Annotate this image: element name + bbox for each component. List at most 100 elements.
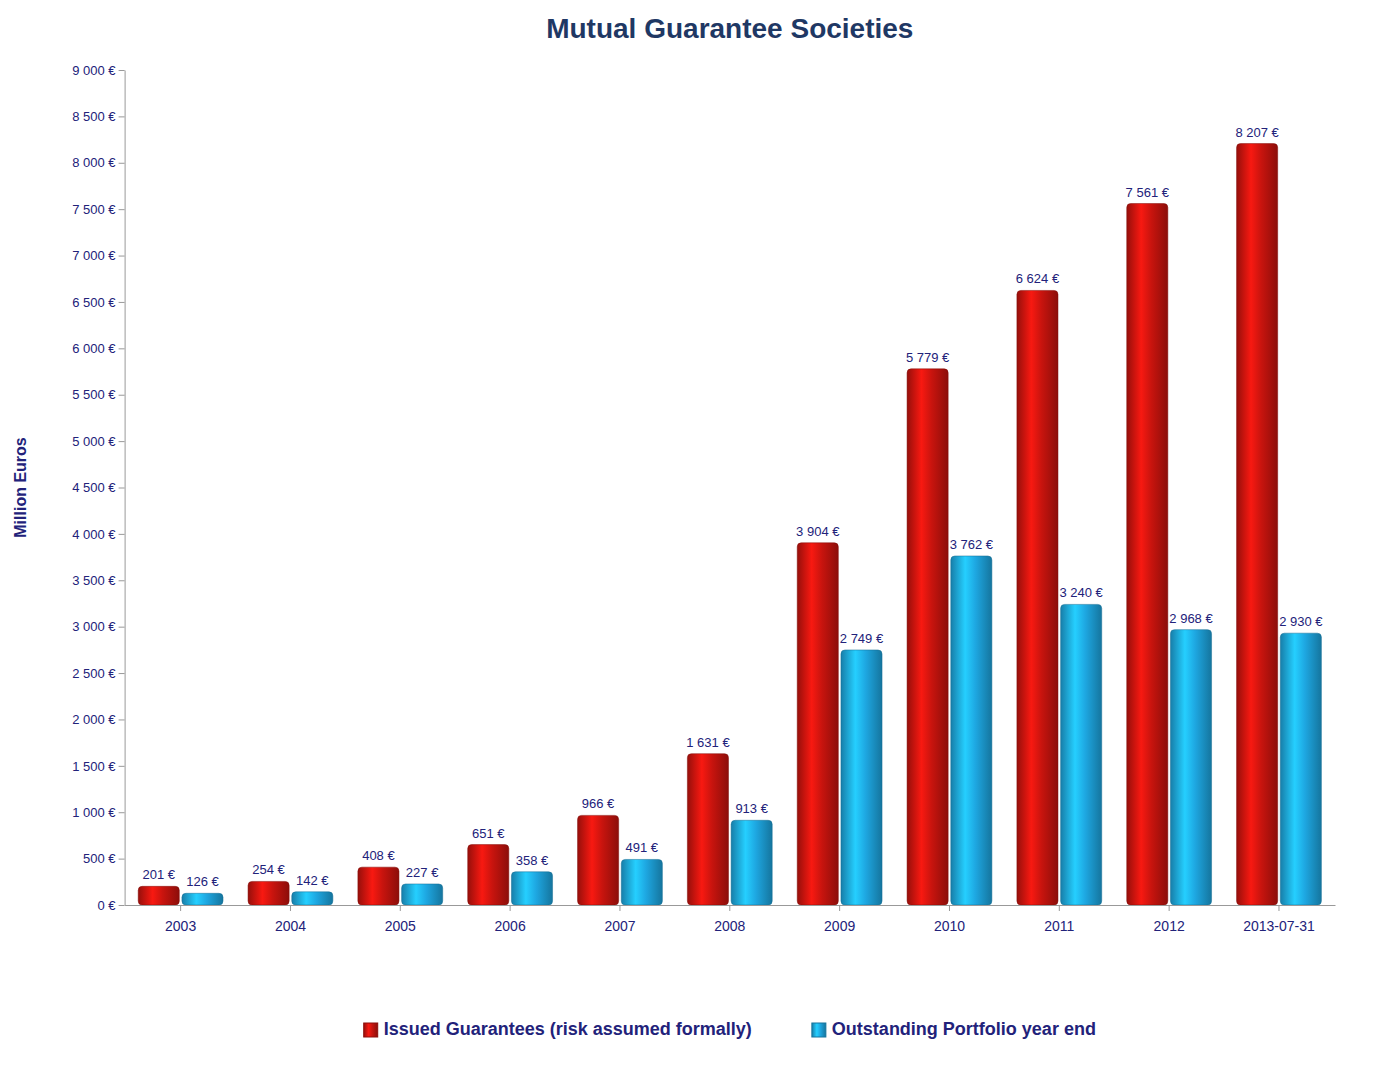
tick-mark [949,905,950,911]
tick-label: 5 500 € [72,387,116,402]
tick: 7 500 € [72,202,124,217]
data-label: 142 € [296,873,329,888]
data-label: 201 € [142,867,175,882]
bar [687,754,728,905]
tick: 2008 [714,905,745,934]
tick-label: 9 000 € [72,63,116,78]
tick-mark [180,905,181,911]
tick-label: 2009 [824,918,855,934]
tick-mark [729,905,730,911]
tick-mark [119,488,125,489]
tick-label: 2007 [604,918,635,934]
tick: 5 500 € [72,387,124,402]
tick-mark [510,905,511,911]
tick: 2009 [824,905,855,934]
tick-label: 2011 [1044,918,1074,934]
tick-mark [119,302,125,303]
tick-label: 2012 [1154,918,1185,934]
tick-label: 2 500 € [72,666,116,681]
tick-label: 2004 [275,918,306,934]
bar [1127,204,1168,905]
tick-mark [119,905,125,906]
tick-mark [119,719,125,720]
data-label: 491 € [626,840,659,855]
tick-label: 2 000 € [72,712,116,727]
bar [1017,290,1058,905]
legend-item: Issued Guarantees (risk assumed formally… [364,1019,752,1039]
tick: 2013-07-31 [1243,905,1315,934]
tick-label: 2013-07-31 [1243,918,1315,934]
data-label: 6 624 € [1016,271,1060,286]
tick-mark [119,209,125,210]
tick: 2 500 € [72,666,124,681]
tick-label: 2010 [934,918,965,934]
tick: 2006 [495,905,526,934]
tick: 3 000 € [72,619,124,634]
data-label: 2 749 € [840,631,884,646]
data-label: 126 € [186,874,219,889]
bar [951,556,992,905]
tick-label: 500 € [83,851,116,866]
legend-item: Outstanding Portfolio year end [812,1019,1096,1039]
tick-label: 7 500 € [72,202,116,217]
bar [292,892,333,905]
tick-mark [119,116,125,117]
x-axis: 2003200420052006200720082009201020112012… [125,905,1335,934]
tick: 1 500 € [72,758,124,773]
tick: 4 000 € [72,527,124,542]
tick-label: 4 000 € [72,527,116,542]
tick-mark [290,905,291,911]
tick-label: 2005 [385,918,416,934]
tick-mark [119,163,125,164]
legend-swatch [364,1023,378,1037]
bar [907,369,948,905]
tick-label: 3 500 € [72,573,116,588]
tick-label: 7 000 € [72,248,116,263]
tick-label: 6 000 € [72,341,116,356]
tick-mark [119,766,125,767]
bar [1061,604,1102,905]
data-label: 8 207 € [1235,125,1279,140]
tick-mark [119,627,125,628]
data-label: 2 930 € [1279,614,1323,629]
tick-mark [119,256,125,257]
bar [511,872,552,905]
tick-mark [839,905,840,911]
bar [731,820,772,905]
data-label: 5 779 € [906,350,950,365]
bars [138,144,1321,905]
tick: 2005 [385,905,416,934]
tick-mark [119,859,125,860]
tick-label: 1 500 € [72,758,116,773]
bar [1170,630,1211,905]
tick-mark [1278,905,1279,911]
tick: 6 000 € [72,341,124,356]
tick: 2007 [604,905,635,934]
data-labels: 201 €254 €408 €651 €966 €1 631 €3 904 €5… [142,125,1323,890]
tick-mark [119,395,125,396]
legend-swatch [812,1023,826,1037]
bar [1280,633,1321,905]
bar [138,886,179,905]
data-label: 408 € [362,848,395,863]
bar [841,650,882,905]
legend-label: Outstanding Portfolio year end [832,1019,1096,1039]
tick: 2 000 € [72,712,124,727]
legend-label: Issued Guarantees (risk assumed formally… [384,1019,752,1039]
data-label: 1 631 € [686,735,730,750]
bar [248,881,289,905]
y-axis-title: Million Euros [12,437,29,538]
tick-mark [119,534,125,535]
bar [578,815,619,905]
tick: 2004 [275,905,306,934]
tick: 500 € [83,851,125,866]
bar [797,543,838,905]
tick: 1 000 € [72,805,124,820]
data-label: 913 € [735,801,768,816]
tick: 8 000 € [72,155,124,170]
tick-mark [619,905,620,911]
tick: 3 500 € [72,573,124,588]
bar [402,884,443,905]
tick-mark [119,441,125,442]
tick: 4 500 € [72,480,124,495]
